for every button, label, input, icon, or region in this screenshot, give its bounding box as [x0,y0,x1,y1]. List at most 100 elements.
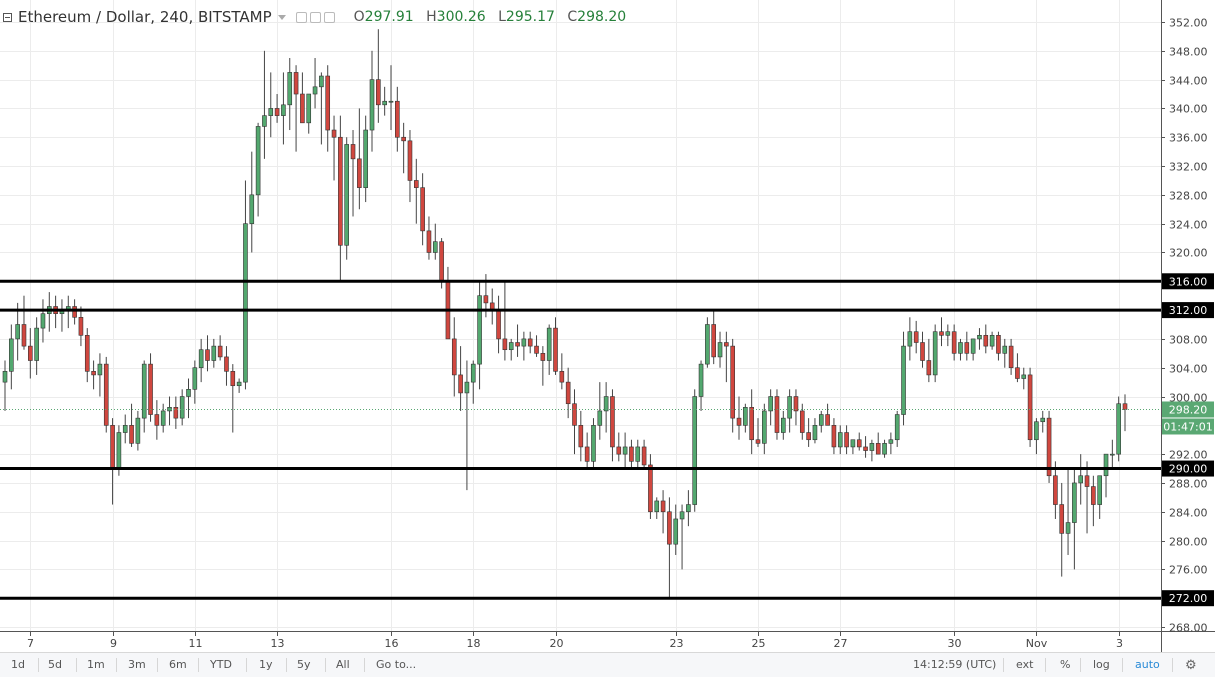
candle [198,338,204,383]
candle [565,367,571,419]
time-axis[interactable]: 7 9 11 13 16 18 20 23 25 27 30 Nov 3 [27,631,1123,650]
candle [964,331,970,361]
auto-toggle[interactable]: auto [1135,658,1160,671]
candle [496,295,501,354]
candle-series [2,29,1128,599]
candle [1034,418,1039,455]
divider [286,658,287,672]
price-tick-label: 340.00 [1169,103,1208,116]
range-1y-button[interactable]: 1y [259,658,273,671]
range-5d-button[interactable]: 5d [48,658,62,671]
candle-body [274,108,280,116]
settings-icon[interactable] [309,11,321,23]
candle-body [698,363,704,397]
candle-body [1034,421,1039,441]
candle-body [122,425,128,433]
candle [1072,468,1077,570]
candle-body [1078,475,1084,484]
candle [806,418,811,447]
candle-body [793,396,799,412]
candle [882,439,887,458]
candle-body [540,353,546,361]
candle [230,364,236,433]
candle-body [40,313,46,329]
gear-icon[interactable]: ⚙ [1185,658,1197,673]
candle [287,58,293,131]
candle [78,306,84,347]
clock-time[interactable]: 14:12:59 (UTC) [913,658,997,671]
support-resistance-lines [0,279,1161,600]
candle [91,360,96,390]
price-tick-label: 308.00 [1169,334,1208,347]
close-icon[interactable] [323,11,335,23]
range-5y-button[interactable]: 5y [297,658,311,671]
candle [730,338,735,433]
candle-body [850,439,856,448]
candle [53,295,58,329]
candle [432,223,438,260]
candle [812,418,818,444]
price-tick-label: 320.00 [1169,247,1208,260]
symbol-title[interactable]: Ethereum / Dollar, 240, BITSTAMP [18,8,272,26]
candle [154,400,160,440]
candle [837,425,843,455]
eye-icon[interactable] [295,11,307,23]
candle [1103,453,1109,498]
range-3m-button[interactable]: 3m [128,658,146,671]
candle-body [648,464,653,513]
candle-body [154,414,160,426]
candle [844,425,849,455]
price-tick-label: 300.00 [1169,392,1208,405]
price-axis[interactable]: 268.00 272.00 276.00 280.00 284.00 288.00 292.… [1161,17,1208,635]
time-tick-label: 23 [670,637,684,650]
range-6m-button[interactable]: 6m [169,658,187,671]
candle [97,353,103,397]
candle-body [743,407,748,426]
candle [584,432,590,469]
candle-body [913,331,919,343]
price-chart[interactable]: 268.00 272.00 276.00 280.00 284.00 288.00 292.… [0,0,1215,652]
candle-body [331,129,337,138]
candle [945,324,951,347]
low-label: L [498,9,506,25]
price-tick-label: 328.00 [1169,190,1208,203]
divider [157,658,158,672]
range-1d-button[interactable]: 1d [11,658,25,671]
candle [996,331,1001,361]
divider [116,658,117,672]
candle [679,504,685,570]
candle-body [363,129,368,188]
candle-body [591,425,596,462]
candle-body [205,349,210,361]
candle [527,331,533,354]
axis-frame [0,0,1215,652]
candle [736,396,742,440]
candle-body [964,342,970,354]
collapse-icon[interactable] [3,12,12,22]
range-all-button[interactable]: All [336,658,350,671]
candle [863,436,868,458]
candle-body [787,396,792,419]
percent-toggle[interactable]: % [1060,658,1071,671]
range-1m-button[interactable]: 1m [87,658,105,671]
ext-toggle[interactable]: ext [1016,658,1034,671]
candle-body [262,115,267,127]
candle-body [186,389,191,397]
candle [243,180,248,390]
goto-button[interactable]: Go to... [376,658,417,671]
candle-body [553,327,558,372]
range-ytd-button[interactable]: YTD [210,658,232,671]
candle [65,295,71,329]
candle [667,497,672,599]
candle-body [818,414,824,426]
log-toggle[interactable]: log [1093,658,1110,671]
chevron-down-icon[interactable] [277,14,286,20]
candle-body [502,338,508,351]
candle [376,29,381,123]
candle-body [230,371,236,387]
candle [1097,475,1102,519]
candle-body [357,158,362,188]
candle [711,310,717,365]
candle [1059,482,1065,577]
candle-body [508,342,514,351]
